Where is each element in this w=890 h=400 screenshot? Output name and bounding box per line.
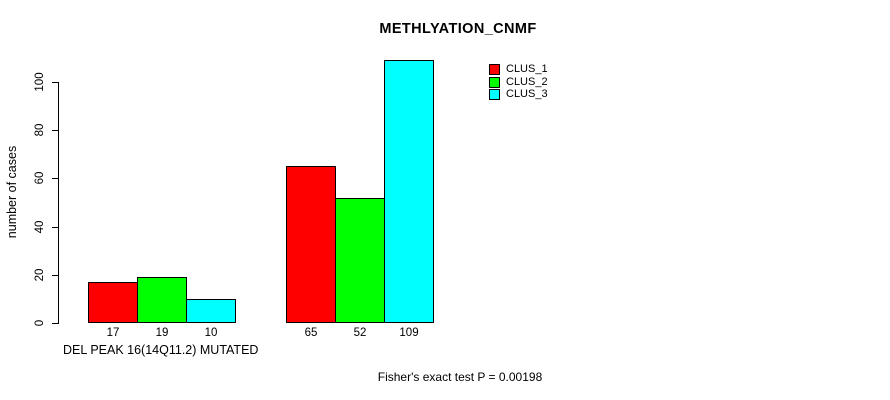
y-axis-label: number of cases <box>5 145 19 239</box>
pvalue-annotation: Fisher's exact test P = 0.00198 <box>377 370 543 384</box>
y-axis-tick-label: 60 <box>34 171 46 185</box>
y-axis-tick-label: 100 <box>34 72 46 92</box>
y-axis-line <box>58 82 59 324</box>
legend-label: CLUS_3 <box>506 88 548 101</box>
legend-label: CLUS_1 <box>506 63 548 75</box>
bar-clus_1-group2 <box>286 166 336 323</box>
x-axis-label: DEL PEAK 16(14Q11.2) MUTATED <box>63 343 259 357</box>
bar-clus_3-group1 <box>186 299 236 323</box>
bar-value-label: 65 <box>304 327 318 339</box>
y-axis-tick <box>52 323 59 324</box>
y-axis-tick <box>52 275 59 276</box>
chart-title: METHLYATION_CNMF <box>379 21 537 37</box>
legend-swatch-icon <box>489 76 500 88</box>
bar-clus_1-group1 <box>88 282 138 323</box>
y-axis-tick-label: 20 <box>34 268 46 282</box>
bar-value-label: 10 <box>204 327 218 339</box>
legend-label: CLUS_2 <box>506 75 548 88</box>
y-axis-tick-label: 0 <box>34 319 46 327</box>
y-axis-tick <box>52 82 59 83</box>
legend-item-clus_3: CLUS_3 <box>489 88 548 101</box>
legend-item-clus_2: CLUS_2 <box>489 75 548 88</box>
y-axis-tick <box>52 130 59 131</box>
legend: CLUS_1 CLUS_2 CLUS_3 <box>489 64 548 102</box>
bar-clus_3-group2 <box>384 60 434 323</box>
bar-value-label: 17 <box>106 327 120 339</box>
y-axis-tick-label: 80 <box>34 123 46 137</box>
legend-swatch-icon <box>489 64 500 75</box>
y-axis-tick-label: 40 <box>34 220 46 234</box>
legend-item-clus_1: CLUS_1 <box>489 64 548 75</box>
legend-swatch-icon <box>489 89 500 101</box>
bar-clus_2-group1 <box>137 277 187 323</box>
bar-clus_2-group2 <box>335 198 385 323</box>
y-axis-tick <box>52 227 59 228</box>
bar-value-label: 109 <box>399 327 419 339</box>
y-axis-tick <box>52 178 59 179</box>
bar-value-label: 19 <box>155 327 169 339</box>
bar-value-label: 52 <box>353 327 367 339</box>
